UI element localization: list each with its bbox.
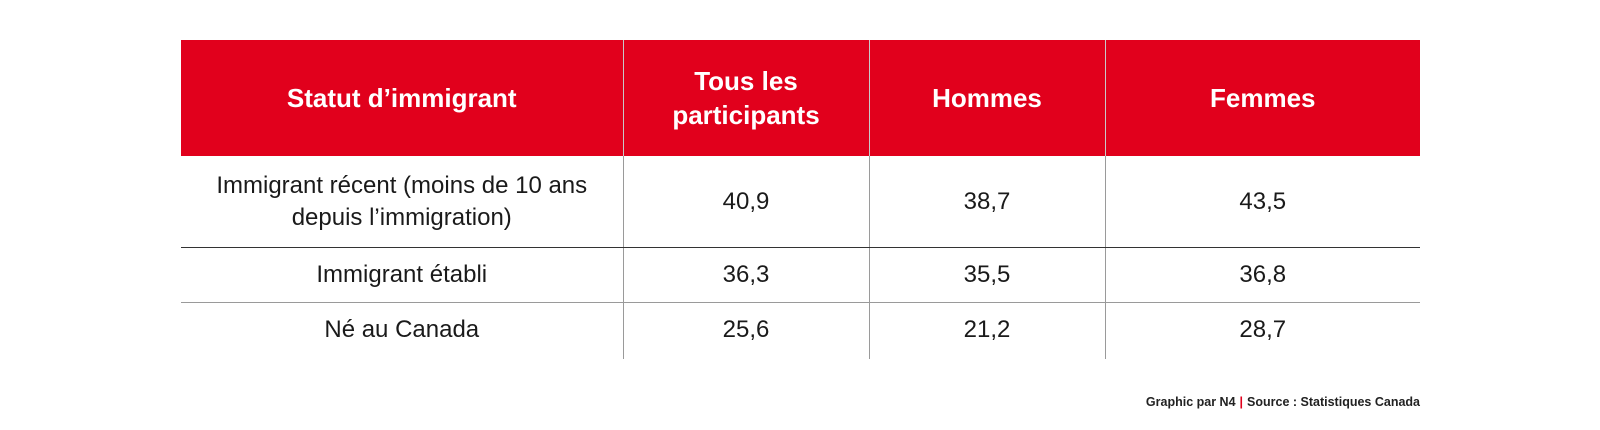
cell-value: 36,3 bbox=[622, 247, 869, 303]
table-body: Immigrant récent (moins de 10 ans depuis… bbox=[181, 156, 1420, 359]
table-row: Immigrant établi 36,3 35,5 36,8 bbox=[181, 247, 1420, 303]
source-footer: Graphic par N4 | Source : Statistiques Can… bbox=[1146, 395, 1420, 409]
graphic-credit: Graphic par N4 bbox=[1145, 395, 1236, 409]
cell-value: 36,8 bbox=[1104, 247, 1420, 303]
cell-value: 38,7 bbox=[868, 156, 1105, 248]
header-hommes: Hommes bbox=[868, 40, 1105, 156]
data-table: Statut d’immigrant Tous les participants… bbox=[181, 40, 1420, 359]
table-row: Né au Canada 25,6 21,2 28,7 bbox=[181, 302, 1420, 359]
header-tous-les-participants: Tous les participants bbox=[622, 40, 869, 156]
cell-value: 21,2 bbox=[868, 302, 1105, 359]
cell-value: 43,5 bbox=[1104, 156, 1420, 248]
row-label-immigrant-etabli: Immigrant établi bbox=[181, 247, 623, 303]
cell-value: 40,9 bbox=[622, 156, 869, 248]
row-label-immigrant-recent: Immigrant récent (moins de 10 ans depuis… bbox=[181, 156, 623, 248]
table-row: Immigrant récent (moins de 10 ans depuis… bbox=[181, 156, 1420, 248]
source-text: Source : Statistiques Canada bbox=[1247, 395, 1420, 409]
header-femmes: Femmes bbox=[1104, 40, 1420, 156]
data-table-container: Statut d’immigrant Tous les participants… bbox=[181, 40, 1420, 359]
row-label-ne-au-canada: Né au Canada bbox=[324, 316, 480, 343]
header-statut: Statut d’immigrant bbox=[181, 40, 623, 156]
header-row: Statut d’immigrant Tous les participants… bbox=[181, 40, 1420, 156]
cell-value: 28,7 bbox=[1104, 302, 1420, 359]
footer-separator: | bbox=[1239, 395, 1244, 409]
cell-value: 25,6 bbox=[622, 302, 869, 359]
table-header: Statut d’immigrant Tous les participants… bbox=[181, 40, 1420, 156]
cell-value: 35,5 bbox=[868, 247, 1105, 303]
